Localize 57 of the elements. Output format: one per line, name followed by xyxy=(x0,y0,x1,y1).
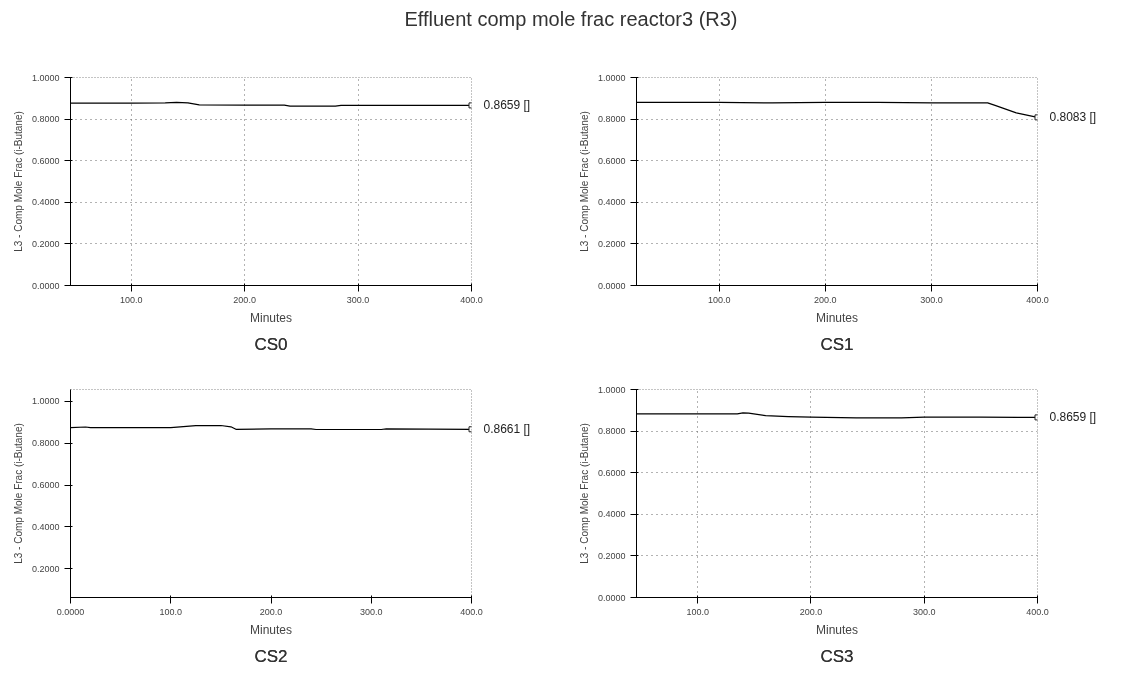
x-tick-label: 200.0 xyxy=(233,294,256,305)
x-tick-label: 300.0 xyxy=(920,294,943,305)
x-tick-label: 100.0 xyxy=(159,606,183,617)
text: CS1 xyxy=(820,334,854,354)
y-axis-title: L3 - Comp Mole Frac (i-Butane) xyxy=(578,111,590,252)
x-tick-label: 400.0 xyxy=(1026,294,1049,305)
y-tick-label: 0.6000 xyxy=(597,155,626,166)
x-tick-label: 400.0 xyxy=(1026,606,1049,617)
text: CS2 xyxy=(254,646,288,666)
y-tick-label: 0.8000 xyxy=(31,114,60,125)
text: 0.8659 [] xyxy=(1049,410,1097,425)
text: Effluent comp mole frac reactor3 (R3) xyxy=(404,7,738,32)
y-tick-label: 0.2000 xyxy=(31,563,60,574)
y-tick-label: 0.6000 xyxy=(31,480,60,491)
y-tick-label: 0.6000 xyxy=(597,467,626,478)
x-axis-title: Minutes xyxy=(815,622,859,637)
y-tick-label: 0.2000 xyxy=(31,238,60,249)
y-tick-label: 0.8000 xyxy=(597,426,626,437)
y-axis-title: L3 - Comp Mole Frac (i-Butane) xyxy=(12,423,24,564)
x-axis-title: Minutes xyxy=(815,310,859,325)
x-tick-label: 200.0 xyxy=(799,606,823,617)
text: 0.8083 [] xyxy=(1049,110,1097,125)
y-axis-title: L3 - Comp Mole Frac (i-Butane) xyxy=(12,111,24,252)
y-tick-label: 1.0000 xyxy=(31,396,60,407)
text: 0.8659 [] xyxy=(483,98,531,113)
y-tick-label: 0.0000 xyxy=(597,280,626,291)
y-tick-label: 0.2000 xyxy=(597,550,626,561)
y-tick-label: 1.0000 xyxy=(597,72,626,83)
text: CS3 xyxy=(820,646,854,666)
y-tick-label: 0.4000 xyxy=(597,197,626,208)
y-tick-label: 0.2000 xyxy=(597,238,626,249)
x-tick-label: 100.0 xyxy=(686,606,709,617)
x-tick-label: 200.0 xyxy=(259,606,283,617)
y-tick-label: 1.0000 xyxy=(597,384,626,395)
y-tick-label: 0.0000 xyxy=(597,592,626,603)
x-axis-title: Minutes xyxy=(249,310,293,325)
y-tick-label: 0.4000 xyxy=(597,509,626,520)
x-axis-title: Minutes xyxy=(249,622,293,637)
x-tick-label: 100.0 xyxy=(707,294,731,305)
x-tick-label: 300.0 xyxy=(912,606,936,617)
x-tick-label: 300.0 xyxy=(346,294,370,305)
x-tick-label: 300.0 xyxy=(359,606,383,617)
y-tick-label: 0.4000 xyxy=(31,521,60,532)
x-tick-label: 200.0 xyxy=(814,294,837,305)
y-tick-label: 0.8000 xyxy=(597,114,626,125)
x-tick-label: 0.0000 xyxy=(56,606,85,617)
x-tick-label: 100.0 xyxy=(119,294,143,305)
text: 0.8661 [] xyxy=(483,422,531,437)
y-tick-label: 1.0000 xyxy=(31,72,60,83)
y-tick-label: 0.6000 xyxy=(31,155,60,166)
y-axis-title: L3 - Comp Mole Frac (i-Butane) xyxy=(578,423,590,564)
y-tick-label: 0.4000 xyxy=(31,197,60,208)
y-tick-label: 0.0000 xyxy=(31,280,60,291)
text: CS0 xyxy=(254,334,288,354)
x-tick-label: 400.0 xyxy=(460,606,483,617)
y-tick-label: 0.8000 xyxy=(31,438,60,449)
x-tick-label: 400.0 xyxy=(460,294,483,305)
